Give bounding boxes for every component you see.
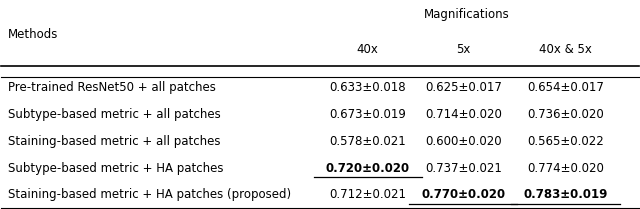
Text: 0.783±0.019: 0.783±0.019 — [523, 189, 607, 201]
Text: 0.737±0.021: 0.737±0.021 — [425, 162, 502, 175]
Text: 40x: 40x — [357, 43, 379, 56]
Text: 0.774±0.020: 0.774±0.020 — [527, 162, 604, 175]
Text: 0.578±0.021: 0.578±0.021 — [330, 135, 406, 148]
Text: 0.712±0.021: 0.712±0.021 — [330, 189, 406, 201]
Text: 5x: 5x — [456, 43, 470, 56]
Text: 0.633±0.018: 0.633±0.018 — [330, 81, 406, 94]
Text: Methods: Methods — [8, 28, 58, 41]
Text: 0.565±0.022: 0.565±0.022 — [527, 135, 604, 148]
Text: 0.714±0.020: 0.714±0.020 — [425, 108, 502, 121]
Text: 0.770±0.020: 0.770±0.020 — [421, 189, 506, 201]
Text: Subtype-based metric + HA patches: Subtype-based metric + HA patches — [8, 162, 223, 175]
Text: 0.625±0.017: 0.625±0.017 — [425, 81, 502, 94]
Text: Magnifications: Magnifications — [424, 8, 509, 20]
Text: 0.654±0.017: 0.654±0.017 — [527, 81, 604, 94]
Text: Subtype-based metric + all patches: Subtype-based metric + all patches — [8, 108, 221, 121]
Text: 0.720±0.020: 0.720±0.020 — [326, 162, 410, 175]
Text: Pre-trained ResNet50 + all patches: Pre-trained ResNet50 + all patches — [8, 81, 216, 94]
Text: Staining-based metric + HA patches (proposed): Staining-based metric + HA patches (prop… — [8, 189, 291, 201]
Text: Staining-based metric + all patches: Staining-based metric + all patches — [8, 135, 220, 148]
Text: 0.600±0.020: 0.600±0.020 — [425, 135, 502, 148]
Text: 40x & 5x: 40x & 5x — [539, 43, 592, 56]
Text: 0.673±0.019: 0.673±0.019 — [330, 108, 406, 121]
Text: 0.736±0.020: 0.736±0.020 — [527, 108, 604, 121]
